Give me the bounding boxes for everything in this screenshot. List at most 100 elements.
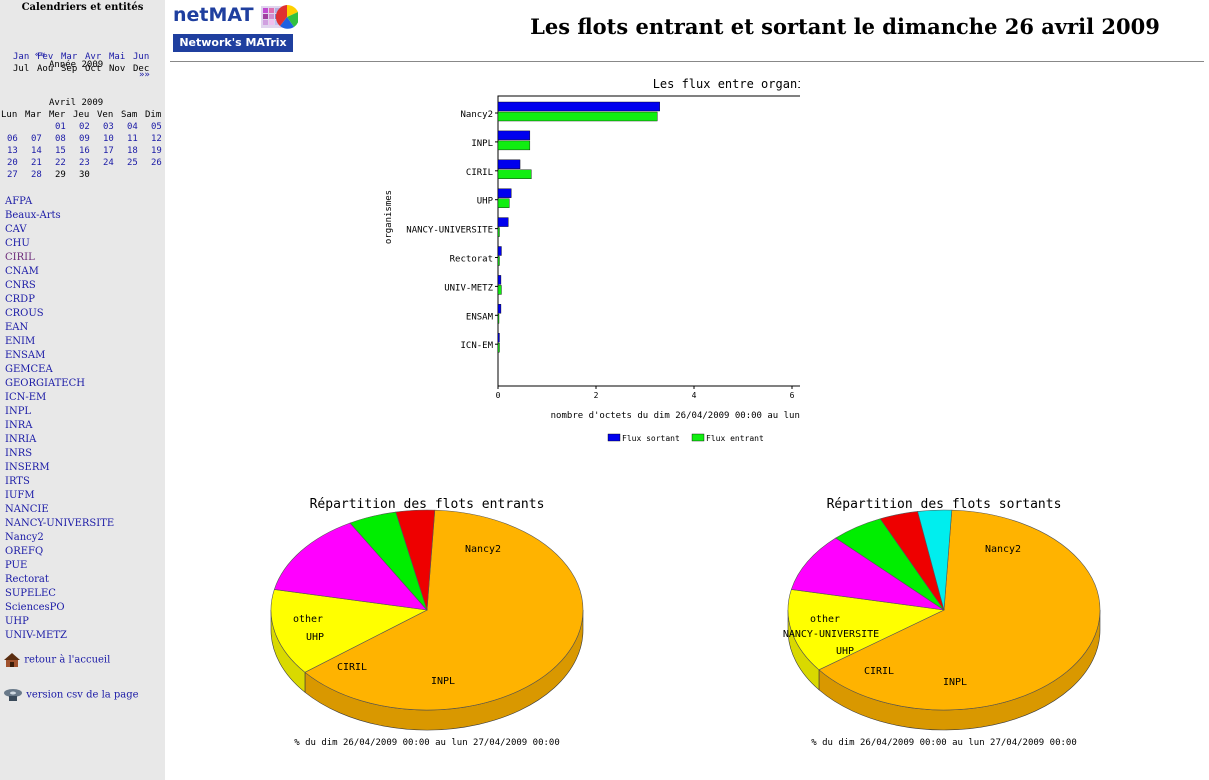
- pie-caption: % du dim 26/04/2009 00:00 au lun 27/04/2…: [294, 738, 560, 748]
- entity-link[interactable]: NANCIE: [5, 504, 49, 515]
- bar: [497, 314, 500, 324]
- pie-chart-sortants: Répartition des flots sortants Nancy2 INPL…: [783, 497, 1101, 748]
- calendar-day[interactable]: 19: [151, 146, 162, 156]
- bar: [497, 343, 500, 353]
- y-tick-label: Nancy2: [460, 110, 493, 120]
- entity-link[interactable]: CNRS: [5, 280, 36, 291]
- bar: [497, 188, 512, 198]
- calendar-day[interactable]: 27: [7, 170, 18, 180]
- calendar-day[interactable]: 15: [55, 146, 66, 156]
- entity-link[interactable]: Beaux-Arts: [5, 210, 61, 221]
- calendar-day[interactable]: 07: [31, 134, 42, 144]
- calendar-day[interactable]: 23: [79, 158, 90, 168]
- calendar-day[interactable]: 21: [31, 158, 42, 168]
- calendar-day[interactable]: 02: [79, 122, 90, 132]
- plot-frame: [497, 95, 800, 387]
- entity-link[interactable]: Nancy2: [5, 532, 44, 543]
- entity-link[interactable]: PUE: [5, 560, 28, 571]
- entity-link[interactable]: ENSAM: [5, 350, 46, 361]
- month-link[interactable]: Mai: [109, 52, 126, 62]
- month-link[interactable]: Fev: [37, 52, 54, 62]
- entity-link[interactable]: SUPELEC: [5, 588, 56, 599]
- calendar-day[interactable]: 17: [103, 146, 114, 156]
- entity-link[interactable]: INRS: [5, 448, 33, 459]
- entity-link[interactable]: CNAM: [5, 266, 39, 277]
- entity-link[interactable]: INPL: [5, 406, 32, 417]
- calendar-day[interactable]: 20: [7, 158, 18, 168]
- calendar-day[interactable]: 04: [127, 122, 138, 132]
- logo-grid-icon: [261, 4, 298, 29]
- entity-link[interactable]: GEORGIATECH: [5, 378, 85, 389]
- entity-link[interactable]: CROUS: [5, 308, 44, 319]
- weekday-header: Lun: [1, 110, 18, 120]
- entity-link[interactable]: Rectorat: [5, 574, 49, 585]
- month-link[interactable]: Jan: [13, 52, 30, 62]
- month-link[interactable]: Jun: [133, 52, 150, 62]
- entity-link[interactable]: IUFM: [5, 490, 35, 501]
- page-title: Les flots entrant et sortant le dimanche…: [530, 14, 1160, 39]
- calendar-day[interactable]: 03: [103, 122, 114, 132]
- month-label-inactive: Nov: [109, 64, 126, 74]
- x-tick-label: 4: [692, 391, 697, 400]
- weekday-header: Jeu: [73, 110, 90, 120]
- year-nav: «« Année 2009 »»: [13, 40, 150, 90]
- entity-link[interactable]: CHU: [5, 238, 30, 249]
- entity-link[interactable]: CRDP: [5, 294, 35, 305]
- entity-link[interactable]: GEMCEA: [5, 364, 53, 375]
- entity-link[interactable]: INRIA: [5, 434, 37, 445]
- calendar-day[interactable]: 25: [127, 158, 138, 168]
- home-row[interactable]: retour à l'accueil: [3, 652, 110, 668]
- calendar-day[interactable]: 12: [151, 134, 162, 144]
- calendar-day[interactable]: 16: [79, 146, 90, 156]
- entity-link[interactable]: INSERM: [5, 462, 50, 473]
- y-tick-label: ENSAM: [466, 312, 494, 322]
- entity-link[interactable]: SciencesPO: [5, 602, 65, 613]
- calendar-day[interactable]: 26: [151, 158, 162, 168]
- entity-link[interactable]: ICN-EM: [5, 392, 47, 403]
- calendar-day[interactable]: 08: [55, 134, 66, 144]
- netmat-logo[interactable]: netMAT Network's MATrix: [173, 4, 298, 52]
- entity-link[interactable]: ENIM: [5, 336, 36, 347]
- calendar-day[interactable]: 24: [103, 158, 114, 168]
- month-link[interactable]: Mar: [61, 52, 78, 62]
- month-link[interactable]: Avr: [85, 52, 102, 62]
- entity-link[interactable]: UHP: [5, 616, 29, 627]
- calendar-day[interactable]: 09: [79, 134, 90, 144]
- pie-slice: [917, 509, 953, 611]
- entity-link[interactable]: INRA: [5, 420, 33, 431]
- entity-link[interactable]: CIRIL: [5, 252, 35, 263]
- entity-link[interactable]: CAV: [5, 224, 27, 235]
- calendar-day[interactable]: 28: [31, 170, 42, 180]
- entity-link[interactable]: AFPA: [5, 196, 33, 207]
- pie-slice-label: other: [810, 614, 840, 625]
- next-year-link[interactable]: »»: [139, 70, 150, 80]
- sidebar: Calendriers et entités «« Année 2009 »» …: [0, 0, 165, 780]
- year-label: Année 2009: [49, 60, 104, 70]
- y-tick-label: NANCY-UNIVERSITE: [406, 226, 493, 236]
- calendar-day[interactable]: 10: [103, 134, 114, 144]
- prev-year-link[interactable]: ««: [34, 50, 46, 60]
- pie-slice: [787, 589, 946, 671]
- bar: [497, 101, 660, 112]
- calendar-day[interactable]: 01: [55, 122, 66, 132]
- sidebar-title: Calendriers et entités: [21, 2, 144, 13]
- calendar-day[interactable]: 14: [31, 146, 42, 156]
- entity-link[interactable]: EAN: [5, 322, 29, 333]
- entity-list: AFPA Beaux-Arts CAV CHU CIRIL CNAM CNRS CRDP CRO…: [5, 195, 114, 643]
- home-link[interactable]: retour à l'accueil: [24, 654, 111, 666]
- header-divider: [170, 61, 1204, 62]
- calendar-day[interactable]: 22: [55, 158, 66, 168]
- calendar-day[interactable]: 06: [7, 134, 18, 144]
- calendar-day[interactable]: 05: [151, 122, 162, 132]
- bar: [497, 256, 500, 266]
- pie-slice-label: NANCY-UNIVERSITE: [783, 629, 879, 640]
- entity-link[interactable]: NANCY-UNIVERSITE: [5, 518, 115, 529]
- calendar-day[interactable]: 18: [127, 146, 138, 156]
- entity-link[interactable]: OREFQ: [5, 546, 44, 557]
- calendar-day[interactable]: 11: [127, 134, 138, 144]
- calendar-day[interactable]: 13: [7, 146, 18, 156]
- csv-row[interactable]: version csv de la page: [3, 687, 139, 703]
- csv-link[interactable]: version csv de la page: [26, 689, 139, 701]
- entity-link[interactable]: UNIV-METZ: [5, 630, 67, 641]
- entity-link[interactable]: IRTS: [5, 476, 30, 487]
